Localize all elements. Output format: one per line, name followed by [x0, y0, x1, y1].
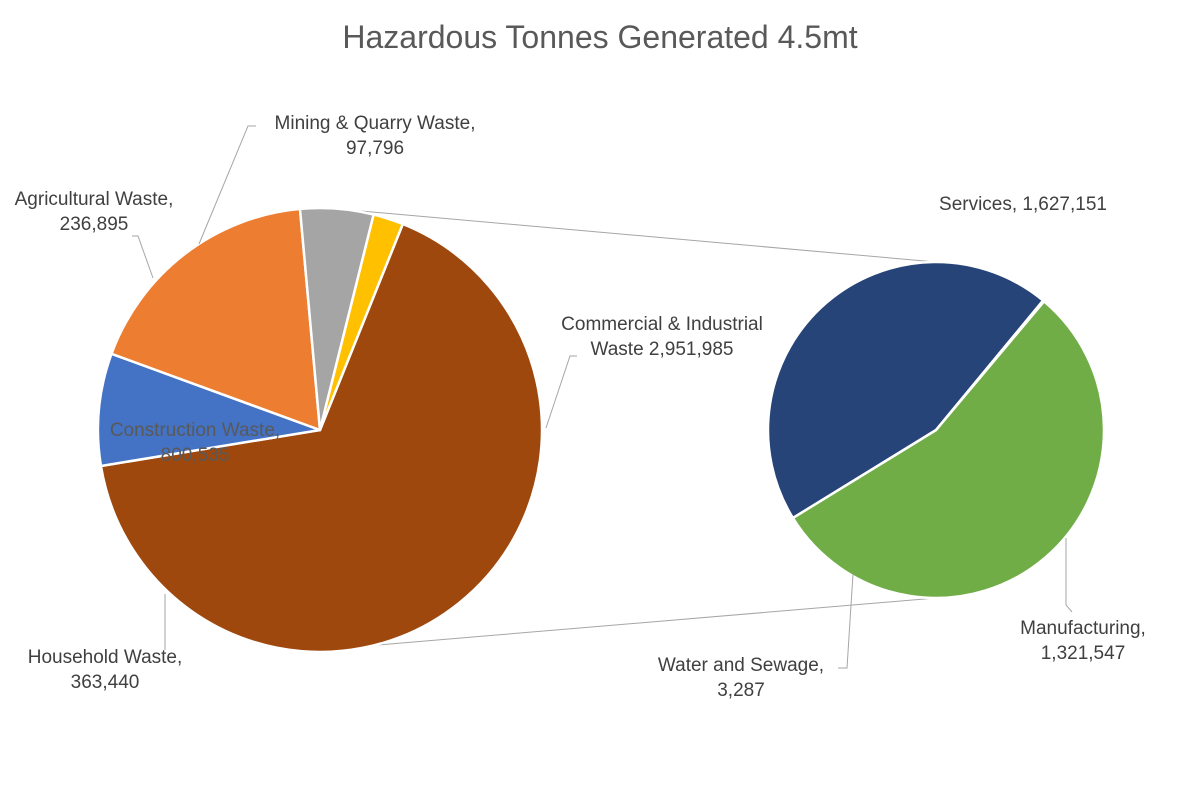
leader-lines	[132, 125, 1073, 669]
primary-label-mining-and-quarry-waste: Mining & Quarry Waste, 97,796	[275, 113, 476, 159]
connector-line-bottom	[302, 597, 937, 652]
primary-label-line: 363,440	[71, 672, 140, 693]
primary-leader-agricultural-waste	[132, 235, 154, 279]
secondary-label-line: 1,321,547	[1041, 643, 1126, 664]
secondary-slice-water-and-sewage	[934, 299, 1046, 432]
secondary-label-line: Services, 1,627,151	[939, 194, 1107, 215]
primary-slice-commercial-and-industrial-waste	[99, 222, 544, 654]
secondary-label-water-and-sewage: Water and Sewage, 3,287	[658, 655, 824, 701]
data-labels: Commercial & Industrial Waste 2,951,985 Ho…	[15, 113, 1146, 701]
primary-label-line: Waste 2,951,985	[591, 339, 734, 360]
secondary-label-manufacturing: Manufacturing, 1,321,547	[1020, 618, 1146, 664]
secondary-label-line: Water and Sewage,	[658, 655, 824, 676]
primary-label-line: 97,796	[346, 138, 404, 159]
primary-slice-mining-and-quarry-waste	[318, 213, 405, 432]
secondary-label-line: Manufacturing,	[1020, 618, 1146, 639]
primary-slice-construction-waste	[110, 207, 322, 432]
connector-line-top	[329, 207, 937, 263]
primary-label-construction-waste: Construction Waste, 800,535	[110, 420, 280, 466]
secondary-leader-water-and-sewage	[838, 573, 854, 669]
secondary-leader-manufacturing	[1065, 538, 1073, 613]
secondary-label-line: 3,287	[717, 680, 765, 701]
secondary-label-services: Services, 1,627,151	[939, 194, 1107, 215]
secondary-slice-services	[791, 300, 1106, 600]
primary-label-commercial-and-industrial-waste: Commercial & Industrial Waste 2,951,985	[561, 314, 763, 360]
primary-pie	[96, 206, 544, 654]
primary-label-line: 236,895	[60, 214, 129, 235]
chart-title: Hazardous Tonnes Generated 4.5mt	[342, 19, 857, 55]
primary-label-household-waste: Household Waste, 363,440	[28, 647, 183, 693]
primary-label-line: Household Waste,	[28, 647, 183, 668]
primary-leader-mining-and-quarry-waste	[198, 125, 256, 245]
secondary-pie	[766, 260, 1106, 600]
primary-label-line: 800,535	[161, 445, 230, 466]
connector-lines	[302, 207, 937, 652]
primary-slice-household-waste	[96, 352, 322, 468]
primary-label-line: Agricultural Waste,	[15, 189, 174, 210]
secondary-slice-manufacturing	[766, 260, 1045, 520]
primary-leader-commercial-and-industrial-waste	[545, 355, 577, 429]
primary-label-line: Mining & Quarry Waste,	[275, 113, 476, 134]
primary-label-line: Construction Waste,	[110, 420, 280, 441]
primary-label-agricultural-waste: Agricultural Waste, 236,895	[15, 189, 174, 235]
primary-label-line: Commercial & Industrial	[561, 314, 763, 335]
